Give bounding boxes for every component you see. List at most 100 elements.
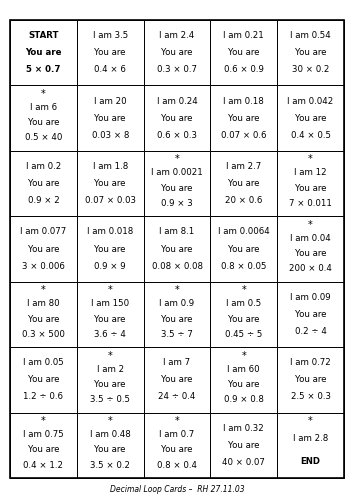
Text: You are: You are [295,310,326,319]
Text: I am 0.04: I am 0.04 [290,234,331,243]
Text: I am 0.32: I am 0.32 [223,424,264,433]
Text: I am 2.4: I am 2.4 [159,31,195,40]
Text: I am 1.8: I am 1.8 [93,162,128,171]
Text: *: * [241,350,246,360]
Bar [277,412,344,478]
Bar [210,86,277,151]
Text: I am 0.077: I am 0.077 [20,228,67,236]
Text: 0.5 × 40: 0.5 × 40 [25,134,62,142]
Text: You are: You are [95,380,126,389]
Text: 0.6 × 0.9: 0.6 × 0.9 [224,65,264,74]
Bar [77,216,144,282]
Text: I am 0.24: I am 0.24 [156,96,198,106]
Text: I am 3.5: I am 3.5 [93,31,128,40]
Text: 0.8 × 0.05: 0.8 × 0.05 [221,262,267,270]
Text: You are: You are [95,48,126,57]
Bar [10,412,77,478]
Text: 0.4 × 0.5: 0.4 × 0.5 [291,130,331,140]
Text: You are: You are [28,314,59,324]
Text: I am 20: I am 20 [94,96,126,106]
Bar [144,151,210,216]
Text: *: * [41,416,46,426]
Text: You are: You are [95,114,126,122]
Text: You are: You are [161,184,193,192]
Bar [77,347,144,412]
Text: *: * [41,89,46,99]
Bar [210,216,277,282]
Text: 0.03 × 8: 0.03 × 8 [92,130,129,140]
Text: *: * [308,220,313,230]
Text: 0.9 × 0.8: 0.9 × 0.8 [224,395,264,404]
Text: 3.5 ÷ 7: 3.5 ÷ 7 [161,330,193,339]
Text: 1.2 ÷ 0.6: 1.2 ÷ 0.6 [23,392,63,402]
Text: *: * [108,285,113,295]
Text: I am 0.0021: I am 0.0021 [151,168,203,177]
Bar [210,412,277,478]
Text: *: * [108,416,113,426]
Text: You are: You are [28,179,59,188]
Text: 0.9 × 2: 0.9 × 2 [28,196,59,205]
Bar [277,216,344,282]
Text: I am 0.09: I am 0.09 [290,293,331,302]
Text: I am 2.8: I am 2.8 [293,434,328,443]
Text: You are: You are [28,376,59,384]
Bar [277,20,344,86]
Bar [277,151,344,216]
Text: 0.45 ÷ 5: 0.45 ÷ 5 [225,330,262,339]
Text: I am 0.18: I am 0.18 [223,96,264,106]
Text: *: * [175,154,179,164]
Text: 20 × 0.6: 20 × 0.6 [225,196,262,205]
Text: You are: You are [28,446,59,454]
Text: 0.07 × 0.6: 0.07 × 0.6 [221,130,267,140]
Text: You are: You are [161,48,193,57]
Text: *: * [308,416,313,426]
Text: You are: You are [228,380,259,389]
Bar [210,282,277,347]
Bar [10,151,77,216]
Bar [210,347,277,412]
Text: I am 8.1: I am 8.1 [159,228,195,236]
Text: I am 6: I am 6 [30,103,57,112]
Text: You are: You are [295,114,326,122]
Text: You are: You are [228,114,259,122]
Text: You are: You are [95,244,126,254]
Text: 200 × 0.4: 200 × 0.4 [289,264,332,274]
Text: I am 0.9: I am 0.9 [159,299,195,308]
Text: I am 150: I am 150 [91,299,129,308]
Text: I am 2: I am 2 [97,364,124,374]
Text: You are: You are [228,314,259,324]
Bar [77,412,144,478]
Text: 3.6 ÷ 4: 3.6 ÷ 4 [94,330,126,339]
Text: 30 × 0.2: 30 × 0.2 [292,65,329,74]
Text: You are: You are [161,376,193,384]
Text: You are: You are [25,48,62,57]
Text: END: END [301,457,321,466]
Bar [210,20,277,86]
Bar [10,86,77,151]
Text: I am 0.7: I am 0.7 [159,430,195,439]
Bar [77,151,144,216]
Bar [144,282,210,347]
Text: You are: You are [95,446,126,454]
Text: 3 × 0.006: 3 × 0.006 [22,262,65,270]
Text: You are: You are [228,441,259,450]
Bar [77,20,144,86]
Text: You are: You are [161,114,193,122]
Text: You are: You are [295,249,326,258]
Text: I am 0.0064: I am 0.0064 [218,228,270,236]
Text: 3.5 ÷ 0.5: 3.5 ÷ 0.5 [90,395,130,404]
Text: You are: You are [161,314,193,324]
Text: You are: You are [161,446,193,454]
Text: 0.07 × 0.03: 0.07 × 0.03 [85,196,136,205]
Text: You are: You are [28,118,59,127]
Text: You are: You are [228,179,259,188]
Text: 40 × 0.07: 40 × 0.07 [222,458,265,467]
Text: START: START [28,31,59,40]
Text: I am 0.21: I am 0.21 [223,31,264,40]
Text: You are: You are [95,314,126,324]
Text: You are: You are [295,48,326,57]
Bar [144,20,210,86]
Text: I am 2.7: I am 2.7 [226,162,261,171]
Text: I am 0.54: I am 0.54 [290,31,331,40]
Text: 0.9 × 9: 0.9 × 9 [95,262,126,270]
